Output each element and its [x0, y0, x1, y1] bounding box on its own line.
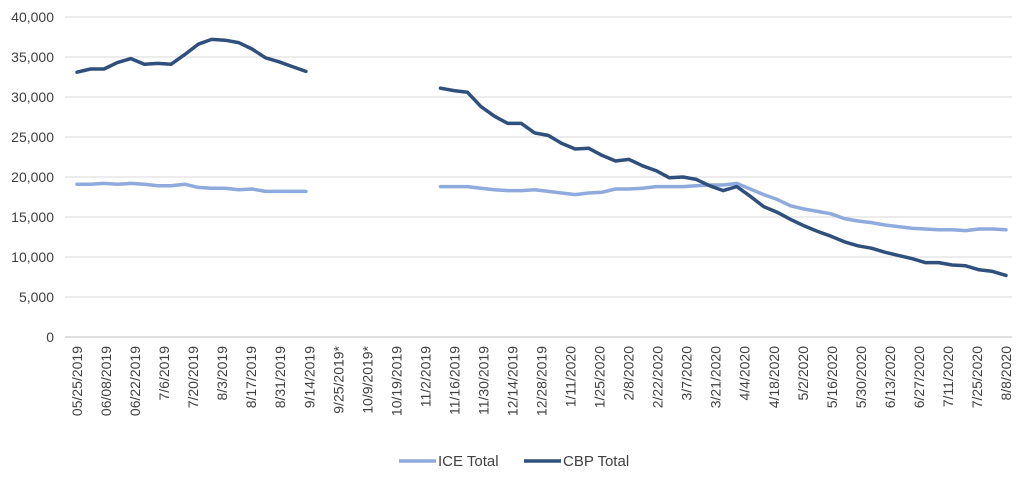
x-tick-label: 10/9/2019* [359, 345, 375, 413]
x-tick-label: 8/8/2020 [998, 346, 1014, 401]
x-tick-label: 12/14/2019 [504, 346, 520, 416]
x-tick-label: 1/11/2020 [563, 346, 579, 407]
x-tick-label: 9/25/2019* [330, 345, 346, 413]
x-tick-label: 8/31/2019 [272, 346, 288, 408]
y-tick-label: 40,000 [11, 9, 54, 25]
x-tick-label: 12/28/2019 [534, 346, 550, 416]
x-tick-label: 7/25/2020 [969, 346, 985, 408]
x-tick-label: 11/30/2019 [475, 346, 491, 415]
x-tick-label: 11/2/2019 [417, 346, 433, 407]
legend-label: ICE Total [438, 453, 499, 470]
y-tick-label: 15,000 [11, 209, 54, 225]
legend-label: CBP Total [563, 453, 629, 470]
x-tick-label: 7/11/2020 [940, 346, 956, 407]
x-tick-label: 4/18/2020 [766, 346, 782, 408]
x-tick-label: 7/20/2019 [185, 346, 201, 408]
y-tick-label: 20,000 [11, 169, 54, 185]
x-tick-label: 06/22/2019 [127, 346, 143, 416]
x-tick-label: 6/13/2020 [882, 346, 898, 408]
x-tick-label: 2/22/2020 [650, 346, 666, 408]
x-tick-label: 5/2/2020 [795, 346, 811, 401]
series-line-ice-total [75, 181, 1008, 233]
x-tick-label: 9/14/2019 [301, 346, 317, 408]
y-tick-label: 10,000 [11, 249, 54, 265]
y-tick-label: 30,000 [11, 89, 54, 105]
x-tick-label: 05/25/2019 [69, 346, 85, 416]
x-tick-label: 3/21/2020 [708, 346, 724, 408]
x-tick-label: 11/16/2019 [446, 346, 462, 415]
x-tick-label: 1/25/2020 [592, 346, 608, 408]
x-tick-label: 3/7/2020 [679, 346, 695, 401]
x-tick-label: 8/3/2019 [214, 346, 230, 401]
x-tick-label: 4/4/2020 [737, 346, 753, 401]
x-tick-label: 5/30/2020 [853, 346, 869, 408]
y-tick-label: 35,000 [11, 49, 54, 65]
x-tick-label: 5/16/2020 [824, 346, 840, 408]
series-line-cbp-total [75, 37, 1008, 278]
x-tick-label: 06/08/2019 [98, 346, 114, 416]
y-tick-label: 0 [46, 329, 54, 345]
x-tick-label: 8/17/2019 [243, 346, 259, 408]
x-tick-label: 7/6/2019 [156, 346, 172, 401]
y-tick-label: 5,000 [19, 289, 54, 305]
x-tick-label: 6/27/2020 [911, 346, 927, 408]
x-tick-label: 10/19/2019 [388, 346, 404, 416]
y-tick-label: 25,000 [11, 129, 54, 145]
x-tick-label: 2/8/2020 [621, 346, 637, 401]
